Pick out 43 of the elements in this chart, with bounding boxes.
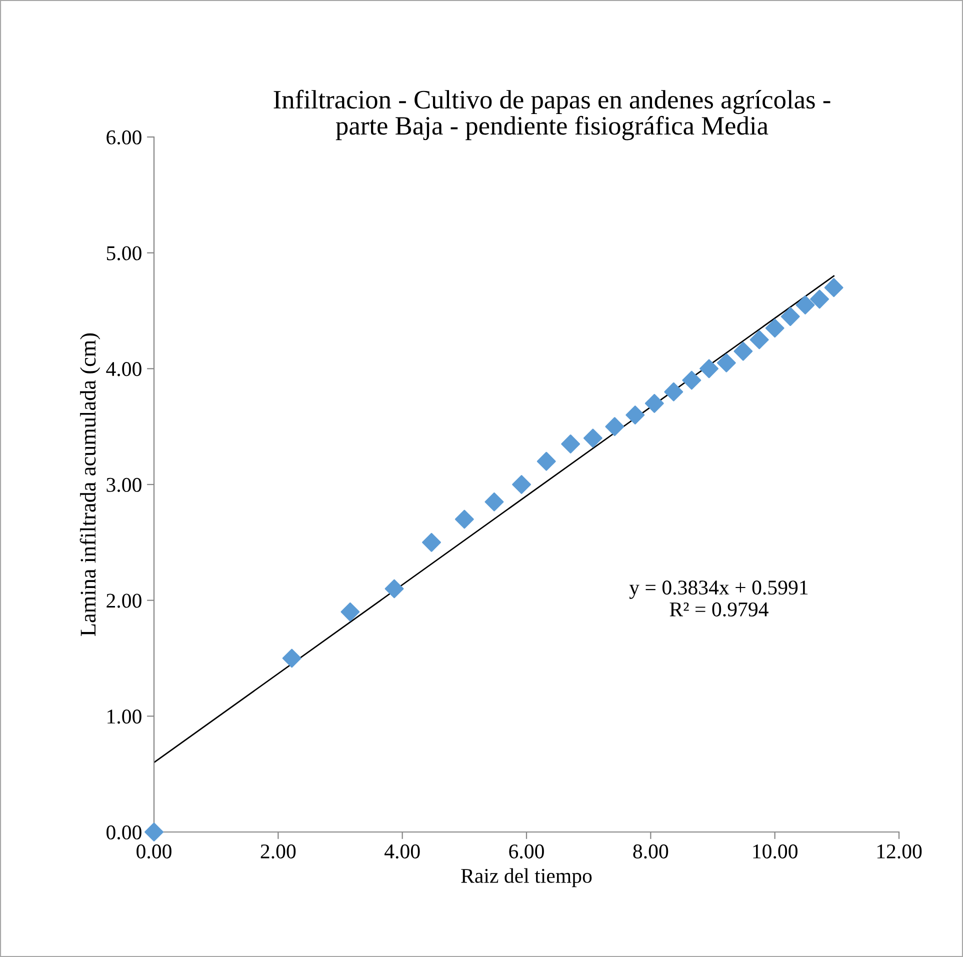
x-tick-label: 8.00 [633,844,668,859]
point [750,330,769,350]
point [765,318,784,338]
y-tick-label: 3.00 [106,478,142,492]
point [664,382,684,402]
x-tick-label: 0.00 [136,844,172,859]
point [796,295,815,314]
x-tick-label: 2.00 [260,844,296,859]
x-tick-label: 12.00 [877,844,922,859]
point [561,434,580,454]
y-tick-label: 5.00 [106,246,142,260]
point [626,406,645,424]
point [144,822,164,842]
y-axis-title: Lamina infiltrada acumulada (cm) [80,333,100,636]
point [780,307,800,326]
y-tick-label: 2.00 [106,594,142,608]
point [340,602,360,622]
point [605,417,624,436]
point [384,579,404,598]
point [454,510,474,529]
y-tick-label: 4.00 [106,362,142,376]
y-tick-label: 6.00 [106,130,142,145]
point [824,278,844,298]
point [734,342,753,361]
x-tick-label: 6.00 [509,844,544,859]
point [716,353,736,372]
point [536,452,556,471]
point [484,492,504,512]
point [583,428,602,448]
point [282,648,302,668]
x-tick-label: 10.00 [753,844,798,859]
point [682,370,702,390]
x-tick-label: 4.00 [384,844,420,859]
x-axis-title: Raiz del tiempo [461,868,592,888]
point [644,394,664,413]
point [810,290,830,309]
y-tick-label: 0.00 [106,825,142,840]
chart-title: Infiltracion - Cultivo de papas en andenes agrícolas - parte Baja - pendiente fisiográfica Media [274,90,830,140]
annotation: y = 0.3834x + 0.5991 R² = 0.9794 [629,580,808,617]
y-tick-label: 1.00 [108,710,142,724]
point [700,359,719,378]
point [512,475,532,494]
point [422,532,441,552]
